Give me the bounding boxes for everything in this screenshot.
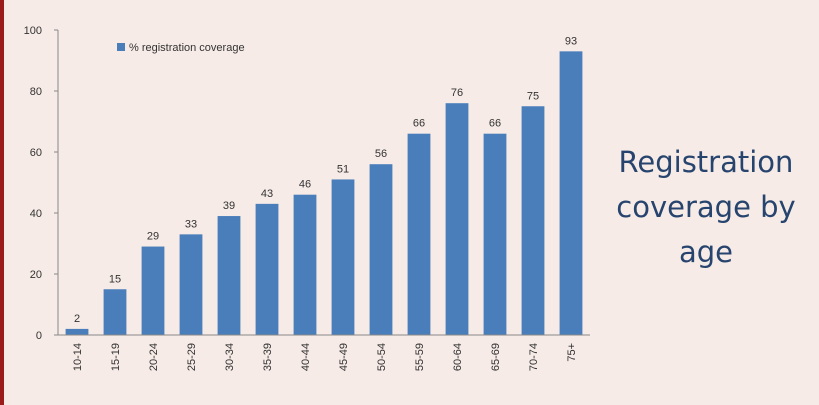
x-tick-label: 35-39 [262,343,274,371]
y-tick-label: 80 [30,86,42,98]
bar [407,133,431,335]
x-tick-label: 40-44 [300,343,312,371]
x-tick-label: 70-74 [528,343,540,371]
data-label: 93 [565,35,577,47]
x-tick-label: 60-64 [452,343,464,371]
bar [369,164,393,335]
left-accent-border [0,0,4,405]
bar [331,179,355,335]
data-label: 46 [299,179,311,191]
bar [559,51,583,335]
bar [179,234,203,335]
data-label: 56 [375,148,387,160]
data-label: 75 [527,90,539,102]
bar [103,289,127,335]
bar [445,103,469,335]
x-tick-label: 50-54 [376,343,388,371]
side-title-line-1: Registration [618,145,794,179]
y-tick-label: 20 [30,269,42,281]
bars-group: 2 15 29 33 39 43 46 51 56 66 76 66 75 93 [65,35,583,335]
side-title: Registration coverage by age [596,140,816,275]
bar [141,246,165,335]
bar [217,216,241,335]
data-label: 39 [223,200,235,212]
x-tick-label: 15-19 [110,343,122,371]
data-label: 15 [109,273,121,285]
x-tick-label: 55-59 [414,343,426,371]
bar [521,106,545,335]
y-tick-label: 0 [36,330,42,342]
legend-swatch [117,43,125,51]
x-axis: 10-14 15-19 20-24 25-29 30-34 35-39 40-44 45-49… [58,334,590,371]
side-title-line-3: age [678,235,734,269]
data-label: 43 [261,188,273,200]
side-title-line-2: coverage by [616,190,796,224]
y-tick-label: 100 [24,25,42,37]
data-label: 51 [337,163,349,175]
x-tick-label: 30-34 [224,343,236,371]
data-label: 76 [451,87,463,99]
x-tick-label: 25-29 [186,343,198,371]
chart-legend: % registration coverage [117,42,245,54]
x-tick-label: 65-69 [490,343,502,371]
y-tick-label: 40 [30,208,42,220]
bar [483,133,507,335]
x-tick-label: 10-14 [72,343,84,371]
y-tick-label: 60 [30,147,42,159]
data-label: 29 [147,231,159,243]
bar [255,203,279,335]
bar [65,328,89,335]
data-label: 66 [413,118,425,130]
bar [293,194,317,335]
legend-label: % registration coverage [129,42,245,54]
data-label: 2 [74,313,80,325]
y-axis: 0 20 40 60 80 100 [24,25,59,342]
x-tick-label: 20-24 [148,343,160,371]
data-label: 33 [185,218,197,230]
data-label: 66 [489,118,501,130]
x-tick-label: 45-49 [338,343,350,371]
bar-chart: 0 20 40 60 80 100 2 15 29 33 39 43 46 51 56 66 76 66 75 93… [24,25,590,371]
x-tick-label: 75+ [566,343,578,362]
